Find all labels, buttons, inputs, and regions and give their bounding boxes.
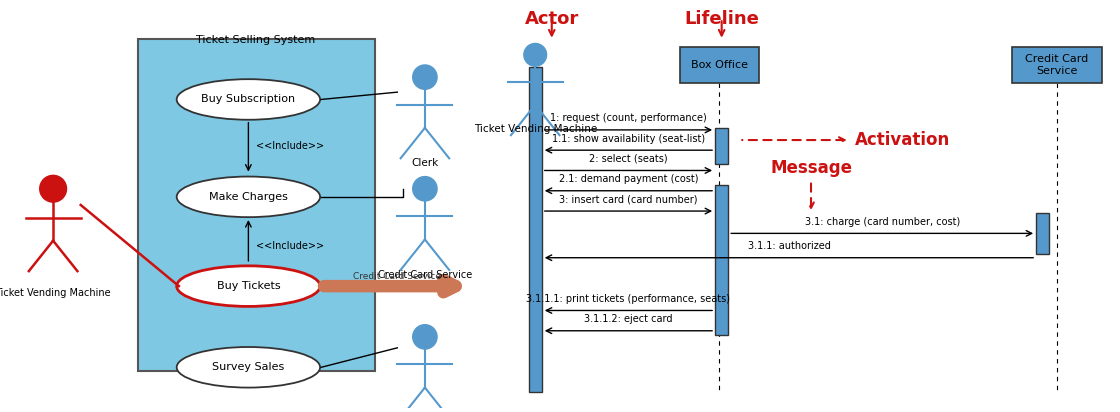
Text: Ticket Vending Machine: Ticket Vending Machine: [0, 288, 111, 298]
Ellipse shape: [177, 266, 320, 307]
Text: Buy Tickets: Buy Tickets: [216, 281, 280, 291]
FancyBboxPatch shape: [1036, 213, 1049, 254]
FancyBboxPatch shape: [138, 39, 375, 371]
Text: 2: select (seats): 2: select (seats): [589, 154, 668, 164]
Text: Actor: Actor: [524, 10, 579, 28]
Text: Clerk: Clerk: [411, 158, 439, 168]
Ellipse shape: [413, 325, 437, 349]
Ellipse shape: [177, 79, 320, 120]
Text: 1: request (count, performance): 1: request (count, performance): [550, 113, 707, 124]
FancyBboxPatch shape: [1011, 47, 1102, 83]
Text: Buy Subscription: Buy Subscription: [202, 94, 296, 105]
Ellipse shape: [39, 176, 66, 202]
Ellipse shape: [177, 177, 320, 217]
Text: 3.1: charge (card number, cost): 3.1: charge (card number, cost): [804, 217, 960, 227]
FancyBboxPatch shape: [715, 128, 728, 164]
FancyBboxPatch shape: [529, 67, 542, 392]
Ellipse shape: [413, 177, 437, 201]
Ellipse shape: [177, 347, 320, 388]
Text: 3.1.1: authorized: 3.1.1: authorized: [747, 241, 830, 251]
Text: 1.1: show availability (seat-list): 1.1: show availability (seat-list): [552, 133, 704, 144]
Text: Ticket Selling System: Ticket Selling System: [196, 35, 316, 44]
Text: 3.1.1.1: print tickets (performance, seats): 3.1.1.1: print tickets (performance, sea…: [526, 294, 730, 304]
Text: Credit Card
Service: Credit Card Service: [1026, 54, 1089, 76]
Text: <<Include>>: <<Include>>: [256, 241, 324, 250]
Ellipse shape: [413, 65, 437, 89]
FancyBboxPatch shape: [680, 47, 759, 83]
Ellipse shape: [524, 43, 547, 66]
Text: Box Office: Box Office: [691, 60, 748, 70]
Text: Activation: Activation: [856, 131, 951, 149]
Text: Lifeline: Lifeline: [684, 10, 759, 28]
Text: Ticket Vending Machine: Ticket Vending Machine: [474, 124, 597, 134]
Text: 2.1: demand payment (cost): 2.1: demand payment (cost): [559, 174, 698, 184]
Text: 3.1.1.2: eject card: 3.1.1.2: eject card: [585, 314, 673, 324]
FancyBboxPatch shape: [715, 185, 728, 335]
Text: Make Charges: Make Charges: [209, 192, 288, 202]
Text: Survey Sales: Survey Sales: [213, 362, 284, 372]
Text: <<Include>>: <<Include>>: [256, 141, 324, 151]
Text: Credit Card Service: Credit Card Service: [377, 270, 472, 280]
Text: Credit Card Service: Credit Card Service: [353, 272, 441, 281]
Text: Message: Message: [771, 159, 852, 177]
Text: 3: insert card (card number): 3: insert card (card number): [559, 194, 698, 205]
